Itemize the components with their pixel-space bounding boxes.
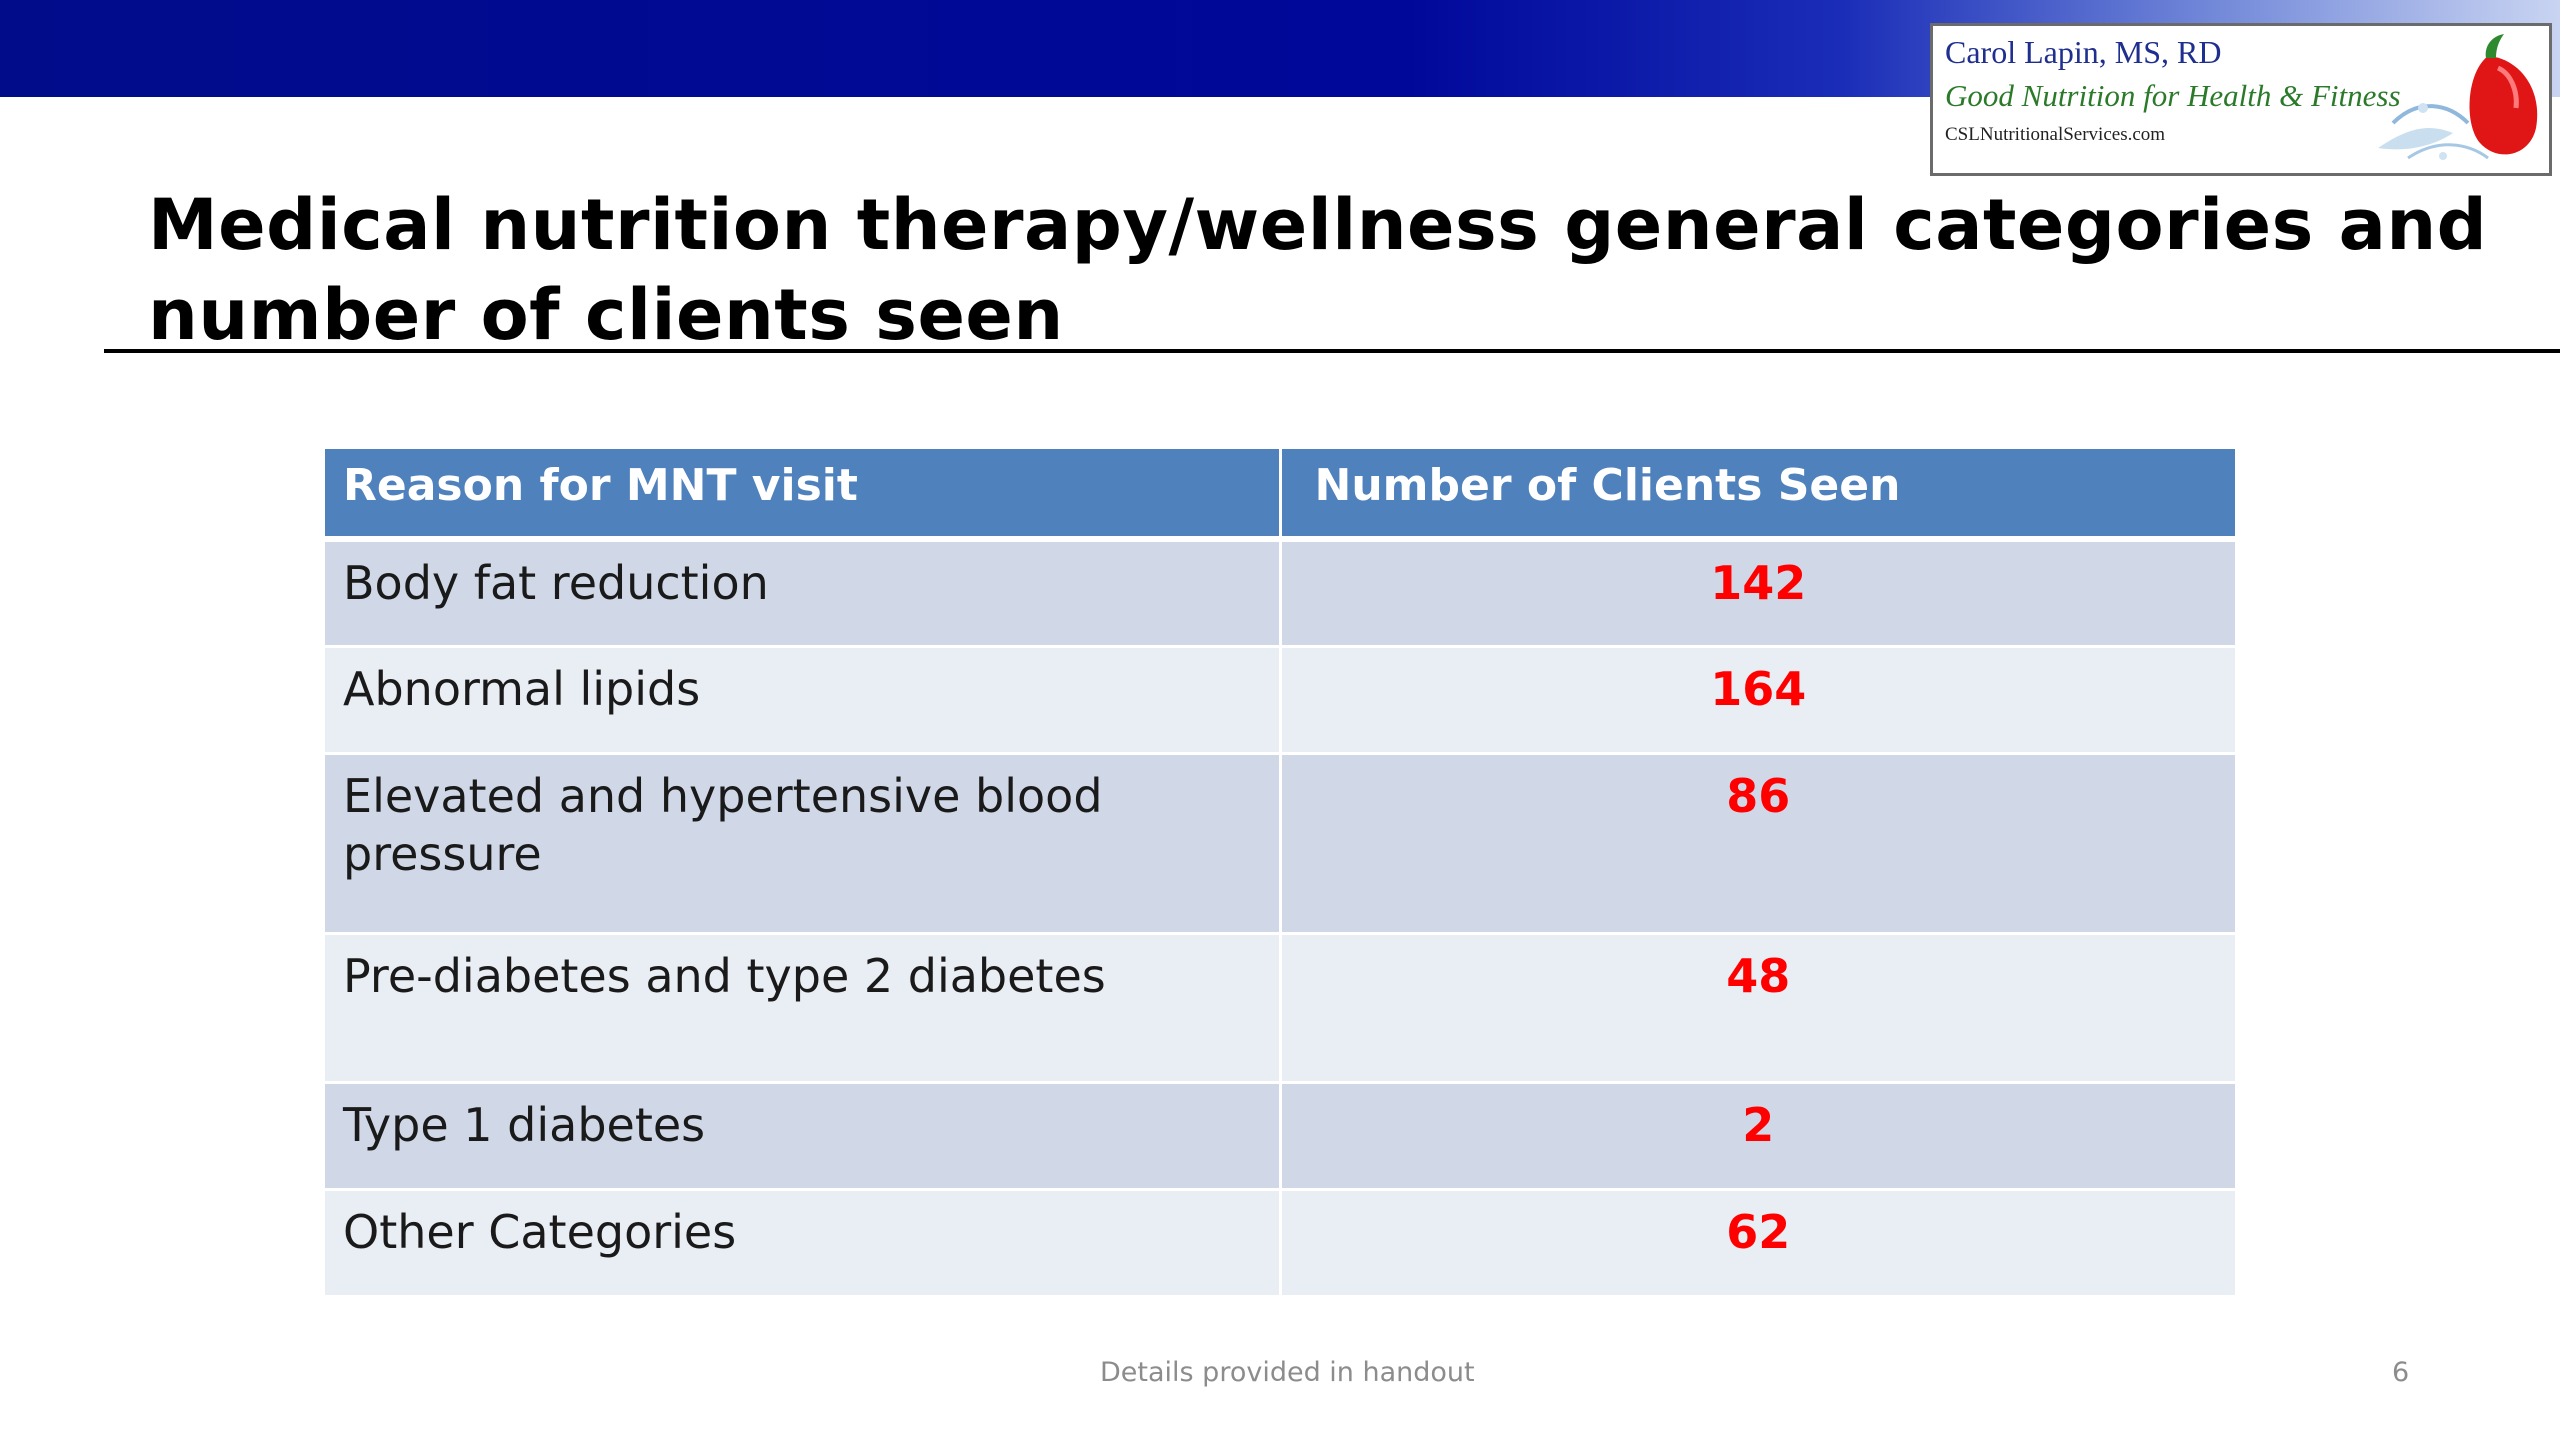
reason-cell: Elevated and hypertensive blood pressure [325, 753, 1282, 935]
logo: Carol Lapin, MS, RD Good Nutrition for H… [1930, 23, 2552, 176]
title-underline [104, 349, 2560, 353]
reason-cell: Other Categories [325, 1189, 1282, 1298]
count-cell: 142 [1280, 539, 2235, 648]
count-cell: 164 [1280, 646, 2235, 755]
page-number: 6 [2392, 1357, 2410, 1388]
count-cell: 2 [1280, 1082, 2235, 1191]
logo-website: CSLNutritionalServices.com [1945, 124, 2166, 145]
count-cell: 62 [1280, 1189, 2235, 1298]
reason-cell: Pre-diabetes and type 2 diabetes [325, 933, 1282, 1084]
reason-cell: Abnormal lipids [325, 646, 1282, 755]
table-row: Type 1 diabetes 2 [325, 1082, 2235, 1191]
reason-cell: Type 1 diabetes [325, 1082, 1282, 1191]
count-cell: 86 [1280, 753, 2235, 935]
table-row: Body fat reduction 142 [325, 539, 2235, 648]
reason-cell: Body fat reduction [325, 539, 1282, 648]
logo-name: Carol Lapin, MS, RD [1945, 34, 2222, 70]
column-header-count: Number of Clients Seen [1280, 449, 2235, 542]
footer-note: Details provided in handout [1100, 1357, 1475, 1388]
table-row: Other Categories 62 [325, 1189, 2235, 1298]
clients-table: Reason for MNT visit Number of Clients S… [325, 449, 2235, 1298]
count-cell: 48 [1280, 933, 2235, 1084]
table-header-row: Reason for MNT visit Number of Clients S… [325, 449, 2235, 542]
column-header-reason: Reason for MNT visit [325, 449, 1282, 542]
pepper-icon [2378, 34, 2538, 160]
slide-title: Medical nutrition therapy/wellness gener… [148, 184, 2488, 356]
table-row: Abnormal lipids 164 [325, 646, 2235, 755]
table-row: Pre-diabetes and type 2 diabetes 48 [325, 933, 2235, 1084]
table-row: Elevated and hypertensive blood pressure… [325, 753, 2235, 935]
logo-tagline: Good Nutrition for Health & Fitness [1945, 78, 2401, 113]
